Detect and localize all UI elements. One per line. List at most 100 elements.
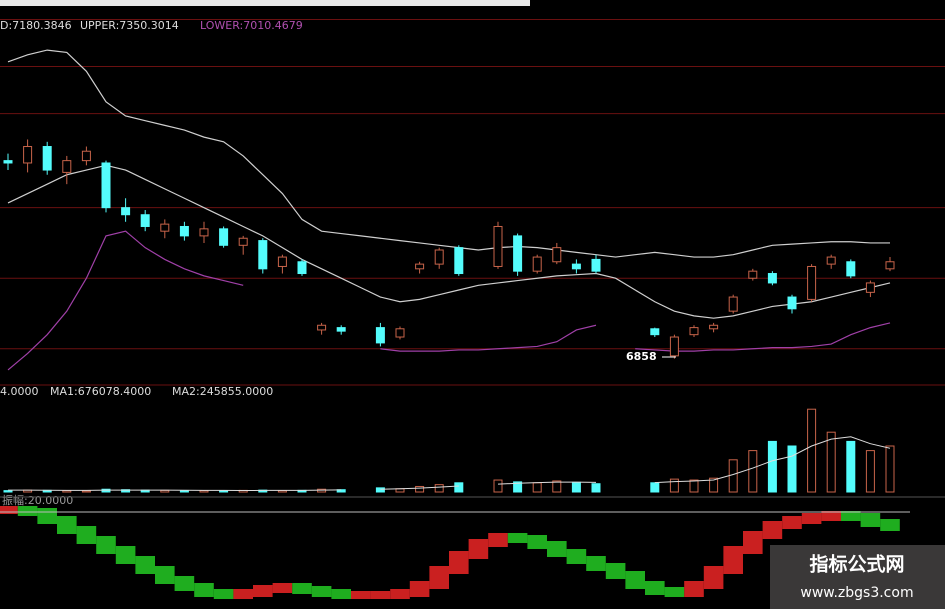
candle-body <box>454 247 464 275</box>
watermark-box <box>770 545 945 609</box>
watermark: 指标公式网 www.zbgs3.com <box>770 545 945 609</box>
volume-bar <box>81 490 91 493</box>
amplitude-segment <box>782 516 802 529</box>
amplitude-segment <box>370 591 391 599</box>
volume-bar <box>552 480 562 493</box>
candle-body <box>140 214 150 227</box>
amplitude-segment <box>115 546 136 564</box>
amplitude-segment <box>233 589 253 599</box>
amplitude-segment <box>17 506 38 516</box>
amplitude-segment <box>311 586 332 597</box>
legend-entry: LOWER:7010.4679 <box>200 19 303 32</box>
amplitude-segment <box>645 581 665 595</box>
candle-body <box>787 296 797 310</box>
amplitude-segment <box>547 541 567 557</box>
volume-bar <box>669 478 679 493</box>
watermark-title: 指标公式网 <box>809 553 904 576</box>
legend-entry: MA2:245855.0000 <box>172 385 273 398</box>
amplitude-segment <box>57 516 77 534</box>
amplitude-segment <box>821 511 841 521</box>
amplitude-segment <box>449 551 469 574</box>
amplitude-segment <box>292 583 312 594</box>
amplitude-segment <box>0 506 18 514</box>
candle-body <box>62 160 72 173</box>
amplitude-segment <box>605 563 626 579</box>
legend-entry: UPPER:7350.3014 <box>80 19 179 32</box>
window-edge <box>0 0 530 6</box>
amplitude-segment <box>429 566 449 589</box>
low-annotation: 6858 <box>626 350 657 363</box>
volume-bar <box>748 450 758 493</box>
volume-bar <box>826 431 836 493</box>
series-line <box>7 49 890 258</box>
candle-body <box>3 160 13 164</box>
volume-bar <box>846 440 856 493</box>
legend-entry: 4.0000 <box>0 385 39 398</box>
candle-body <box>23 146 33 164</box>
amplitude-segment <box>468 539 489 559</box>
amplitude-segment <box>625 571 645 589</box>
series-line <box>8 436 891 491</box>
plot-layer: D:7180.3846 UPPER:7350.3014 LOWER:7010.467… <box>0 19 945 599</box>
candle-body <box>199 228 209 237</box>
candle-body <box>846 261 856 277</box>
amplitude-segment <box>703 566 724 589</box>
amplitude-segment <box>801 513 822 524</box>
amplitude-segment <box>507 533 528 543</box>
watermark-url: www.zbgs3.com <box>800 585 913 601</box>
candle-body <box>238 237 248 246</box>
candle-body <box>258 240 268 270</box>
candle-body <box>219 228 229 246</box>
volume-bar <box>591 483 601 493</box>
candle-body <box>179 225 189 237</box>
amplitude-segment <box>743 531 763 554</box>
amplitude-segment <box>253 585 273 597</box>
candle-body <box>121 207 131 216</box>
candle-body <box>42 146 52 171</box>
amplitude-segment <box>174 576 195 591</box>
candle-body <box>493 225 503 267</box>
candle-body <box>689 327 699 336</box>
amplitude-segment <box>723 546 743 574</box>
volume-bar <box>493 479 503 493</box>
volume-bar <box>885 445 895 493</box>
amplitude-segment <box>586 556 606 571</box>
candle-body <box>767 273 777 284</box>
amplitude-segment <box>841 511 861 521</box>
volume-bar <box>336 489 346 493</box>
amplitude-segment <box>664 587 685 597</box>
candle-body <box>317 324 327 331</box>
volume-bar <box>807 408 817 493</box>
amplitude-segment <box>488 533 508 547</box>
candle-body <box>513 235 523 272</box>
volume-bar <box>434 484 444 493</box>
candle-body <box>81 150 91 162</box>
candle-body <box>650 328 660 336</box>
amplitude-segment <box>860 513 881 527</box>
candle-body <box>297 261 307 275</box>
legend-entry: D:7180.3846 <box>0 19 72 32</box>
candle-body <box>434 249 444 265</box>
candle-body <box>552 247 562 263</box>
amplitude-segment <box>96 536 116 554</box>
volume-bar <box>571 481 581 493</box>
legend-entry: MA1:676078.4000 <box>50 385 151 398</box>
candle-body <box>728 296 738 312</box>
candle-body <box>415 263 425 270</box>
candle-body <box>591 258 601 272</box>
amplitude-segment <box>213 589 234 599</box>
volume-bar <box>787 445 797 493</box>
candle-body <box>709 324 719 330</box>
candle-body <box>277 256 287 267</box>
candle-body <box>826 256 836 265</box>
candle-body <box>885 261 895 270</box>
amplitude-segment <box>37 508 57 524</box>
volume-bar <box>454 482 464 493</box>
amplitude-segment <box>880 519 900 531</box>
amplitude-segment <box>527 535 547 549</box>
amplitude-segment <box>272 583 293 593</box>
amplitude-segment <box>684 581 704 597</box>
candle-body <box>865 282 875 293</box>
